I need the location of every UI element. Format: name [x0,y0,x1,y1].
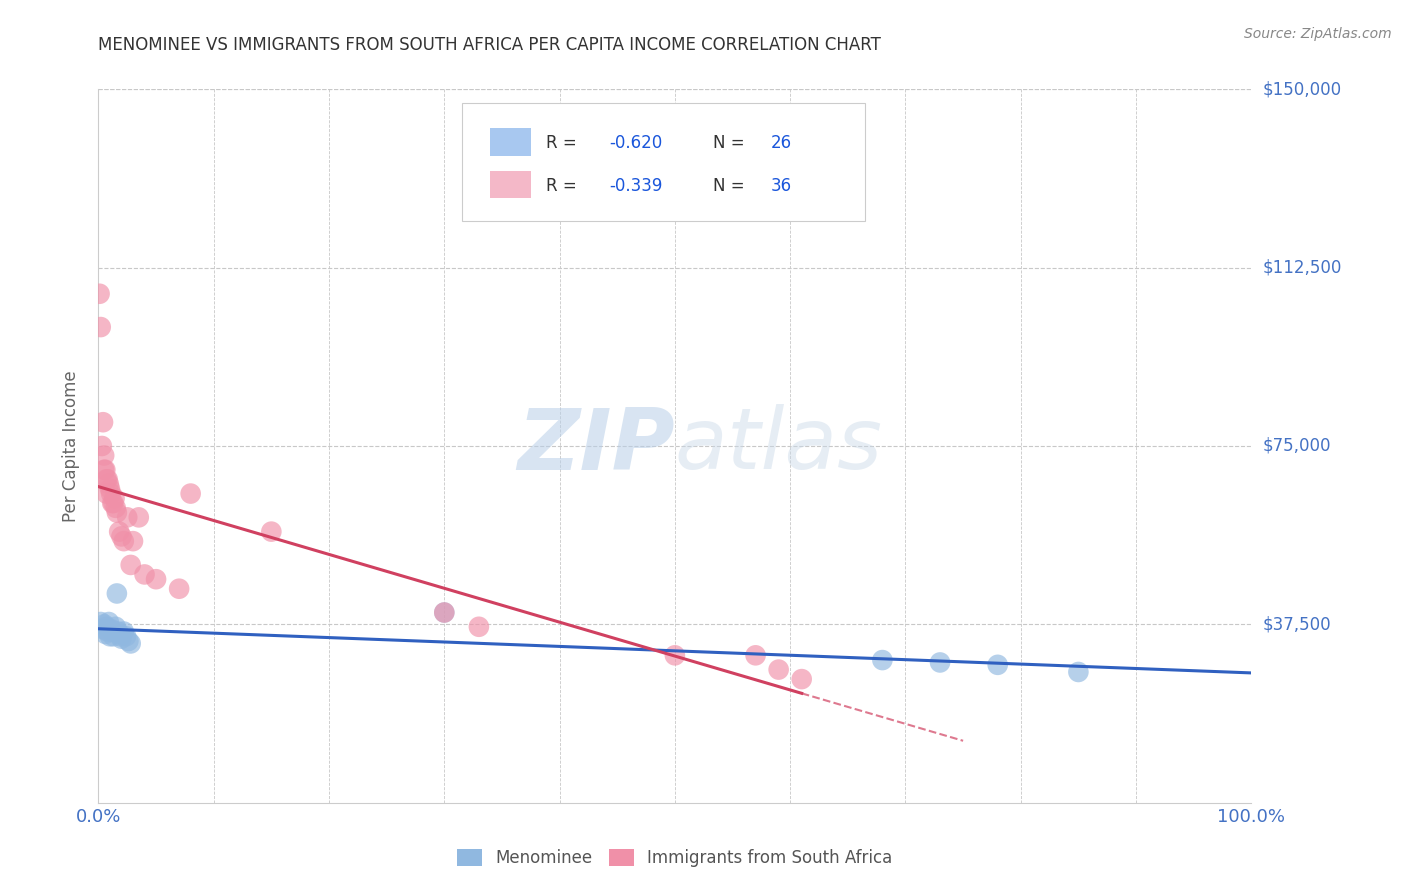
Point [97,615,120,629]
Point [91,415,114,429]
Point [100,486,122,500]
Point [100,622,122,636]
Point [987,657,1010,672]
Point [108,524,131,539]
Point [93,617,115,632]
Point [104,620,127,634]
Point [103,496,125,510]
Point [97,472,120,486]
Point [664,648,686,663]
Y-axis label: Per Capita Income: Per Capita Income [62,370,80,522]
Point [108,627,131,641]
Point [115,629,138,643]
Point [103,491,125,506]
Point [744,648,766,663]
Text: $37,500: $37,500 [1263,615,1331,633]
Text: $150,000: $150,000 [1263,80,1341,98]
Point [105,586,128,600]
Point [468,620,491,634]
Point [790,672,813,686]
Point [97,624,120,639]
Point [97,477,120,491]
Point [98,482,121,496]
Point [93,449,115,463]
Point [110,529,132,543]
Point [110,632,132,646]
Point [120,636,142,650]
Text: 26: 26 [770,134,792,152]
Point [89,286,111,301]
Point [96,472,118,486]
Text: R =: R = [546,134,582,152]
Point [128,510,150,524]
Point [98,629,121,643]
FancyBboxPatch shape [461,103,865,221]
Point [122,534,145,549]
Point [91,622,114,636]
Point [107,624,129,639]
Point [167,582,190,596]
Point [768,663,790,677]
Text: N =: N = [713,134,749,152]
Point [433,606,456,620]
FancyBboxPatch shape [491,171,530,198]
Point [90,439,112,453]
Text: R =: R = [546,177,582,194]
Point [96,620,118,634]
Point [929,656,952,670]
Point [101,624,124,639]
Text: -0.620: -0.620 [609,134,662,152]
Point [117,634,139,648]
Legend: Menominee, Immigrants from South Africa: Menominee, Immigrants from South Africa [444,835,905,880]
Point [112,534,135,549]
Point [94,463,117,477]
Text: N =: N = [713,177,749,194]
Text: 36: 36 [770,177,792,194]
Point [1067,665,1090,679]
Point [872,653,894,667]
Point [103,629,125,643]
Point [120,558,142,572]
Point [90,320,112,334]
FancyBboxPatch shape [491,128,530,155]
Point [433,606,456,620]
Text: $75,000: $75,000 [1263,437,1331,455]
Point [134,567,156,582]
Point [94,627,117,641]
Point [260,524,283,539]
Text: MENOMINEE VS IMMIGRANTS FROM SOUTH AFRICA PER CAPITA INCOME CORRELATION CHART: MENOMINEE VS IMMIGRANTS FROM SOUTH AFRIC… [98,36,882,54]
Point [93,463,115,477]
Point [145,572,167,586]
Text: atlas: atlas [675,404,883,488]
Point [112,624,135,639]
Point [180,486,202,500]
Point [96,486,118,500]
Text: $112,500: $112,500 [1263,259,1341,277]
Point [90,615,112,629]
Point [104,500,127,515]
Text: Source: ZipAtlas.com: Source: ZipAtlas.com [1244,27,1392,41]
Text: ZIP: ZIP [517,404,675,488]
Text: -0.339: -0.339 [609,177,662,194]
Point [110,629,132,643]
Point [105,506,128,520]
Point [101,496,124,510]
Point [117,510,138,524]
